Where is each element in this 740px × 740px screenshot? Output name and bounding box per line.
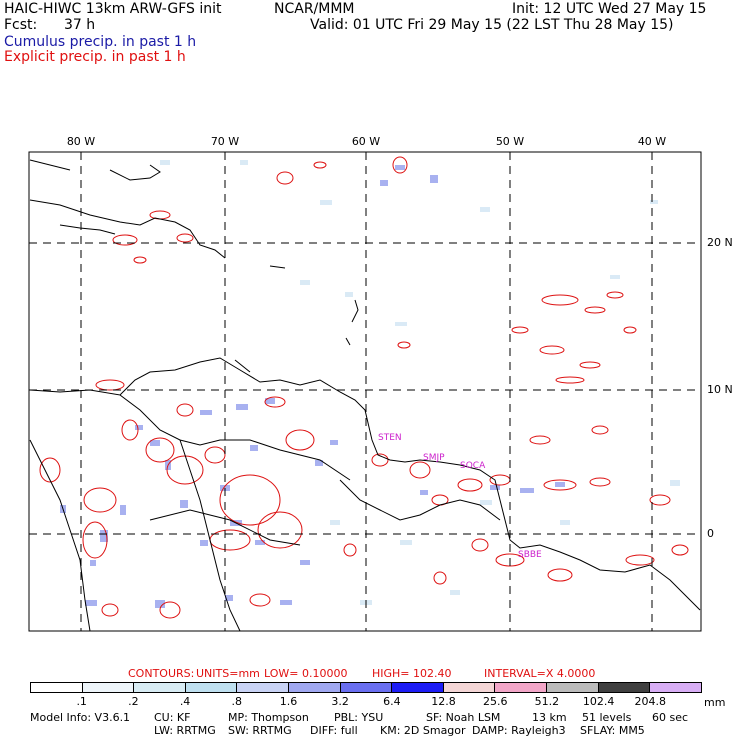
model-info-resolution: 13 km bbox=[532, 711, 567, 724]
contours-interval: INTERVAL=X 4.0000 bbox=[484, 667, 596, 680]
forecast-label: Fcst: bbox=[4, 17, 38, 33]
model-info-pbl: PBL: YSU bbox=[334, 711, 384, 724]
model-info-sflay: SFLAY: MM5 bbox=[580, 724, 645, 737]
coastlines bbox=[29, 159, 701, 631]
station-label-soca: SOCA bbox=[460, 461, 486, 471]
explicit-legend: Explicit precip. in past 1 h bbox=[4, 49, 186, 65]
map-frame bbox=[28, 151, 702, 632]
station-label-smjp: SMJP bbox=[423, 453, 445, 463]
colorbar-unit: mm bbox=[704, 696, 726, 709]
model-info-sf: SF: Noah LSM bbox=[426, 711, 501, 724]
cumulus-precip-field bbox=[60, 165, 565, 608]
colorbar-swatch bbox=[443, 683, 496, 692]
colorbar-label: 3.2 bbox=[331, 695, 349, 708]
lat-label-10n: 10 N bbox=[707, 383, 733, 396]
colorbar-label: .1 bbox=[76, 695, 87, 708]
contours-label: CONTOURS: bbox=[128, 667, 195, 680]
colorbar-swatch bbox=[340, 683, 393, 692]
lat-lon-grid bbox=[29, 152, 701, 631]
contours-units: UNITS=mm bbox=[196, 667, 260, 680]
station-label-sbbe: SBBE bbox=[518, 550, 542, 560]
colorbar-label: 6.4 bbox=[383, 695, 401, 708]
colorbar-label: 102.4 bbox=[582, 695, 615, 708]
lon-label-50w: 50 W bbox=[496, 135, 524, 148]
colorbar-swatch bbox=[134, 683, 186, 692]
model-info-sw: SW: RRTMG bbox=[228, 724, 292, 737]
lon-label-60w: 60 W bbox=[352, 135, 380, 148]
colorbar-swatch bbox=[289, 683, 341, 692]
model-info-cu: CU: KF bbox=[154, 711, 191, 724]
colorbar-swatch bbox=[598, 683, 651, 692]
colorbar-label: .2 bbox=[128, 695, 139, 708]
model-info-damp: DAMP: Rayleigh3 bbox=[472, 724, 566, 737]
lon-label-40w: 40 W bbox=[638, 135, 666, 148]
colorbar-label: 25.6 bbox=[482, 695, 508, 708]
colorbar-swatch bbox=[392, 683, 444, 692]
colorbar-label: 51.2 bbox=[534, 695, 560, 708]
light-precip-field bbox=[160, 160, 680, 605]
station-label-sten: STEN bbox=[378, 433, 402, 443]
colorbar-swatch bbox=[547, 683, 599, 692]
model-info-levels: 51 levels bbox=[582, 711, 632, 724]
colorbar-swatch bbox=[82, 683, 135, 692]
model-info-timestep: 60 sec bbox=[652, 711, 689, 724]
org-label: NCAR/MMM bbox=[274, 1, 355, 17]
colorbar-swatch bbox=[185, 683, 238, 692]
model-title: HAIC-HIWC 13km ARW-GFS init bbox=[4, 1, 222, 17]
colorbar-swatch bbox=[650, 683, 701, 692]
lat-label-20n: 20 N bbox=[707, 236, 733, 249]
precip-colorbar bbox=[30, 682, 702, 693]
lat-label-0: 0 bbox=[707, 527, 714, 540]
colorbar-swatch bbox=[31, 683, 83, 692]
colorbar-label: .8 bbox=[231, 695, 243, 708]
model-info-version: Model Info: V3.6.1 bbox=[30, 711, 131, 724]
colorbar-swatch bbox=[495, 683, 548, 692]
forecast-hours: 37 h bbox=[64, 17, 96, 33]
explicit-precip-contours bbox=[39, 156, 689, 619]
colorbar-swatch bbox=[237, 683, 290, 692]
colorbar-label: 12.8 bbox=[431, 695, 456, 708]
init-time: Init: 12 UTC Wed 27 May 15 bbox=[512, 1, 707, 17]
contours-high: HIGH= 102.40 bbox=[372, 667, 452, 680]
model-info-lw: LW: RRTMG bbox=[154, 724, 216, 737]
lon-label-70w: 70 W bbox=[211, 135, 239, 148]
model-info-km: KM: 2D Smagor bbox=[380, 724, 466, 737]
model-info-diff: DIFF: full bbox=[310, 724, 358, 737]
colorbar-label: .4 bbox=[179, 695, 191, 708]
colorbar-label: 204.8 bbox=[634, 695, 667, 708]
cumulus-legend: Cumulus precip. in past 1 h bbox=[4, 34, 197, 50]
model-info-mp: MP: Thompson bbox=[228, 711, 309, 724]
colorbar-label: 1.6 bbox=[279, 695, 298, 708]
contours-low: LOW= 0.10000 bbox=[264, 667, 348, 680]
lon-label-80w: 80 W bbox=[67, 135, 95, 148]
valid-time: Valid: 01 UTC Fri 29 May 15 (22 LST Thu … bbox=[310, 17, 674, 33]
